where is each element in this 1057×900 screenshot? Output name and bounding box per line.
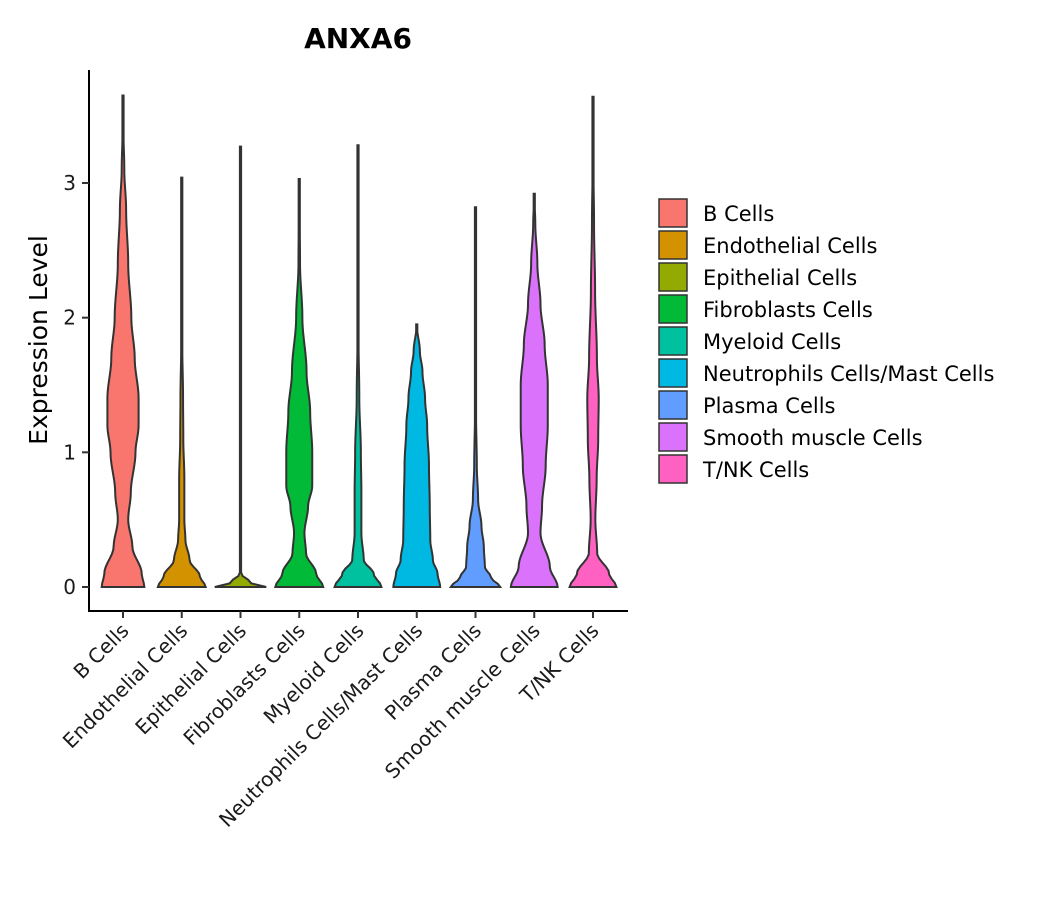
legend-swatch-plasma-cells xyxy=(658,390,688,420)
violin-endothelial-cells xyxy=(156,176,208,588)
legend-swatch-b-cells xyxy=(658,198,688,228)
violin-smooth-muscle-cells xyxy=(509,192,559,588)
legend-swatch-t-nk-cells xyxy=(658,454,688,484)
legend: B Cells Endothelial Cells Epithelial Cells… xyxy=(658,198,994,484)
violin-fibroblasts-cells xyxy=(273,177,325,588)
violin-group xyxy=(100,94,618,588)
legend-label-b-cells: B Cells xyxy=(703,202,774,226)
y-ticks: 0 1 2 3 xyxy=(63,171,89,599)
legend-label-smooth-muscle-cells: Smooth muscle Cells xyxy=(703,426,923,450)
violin-t-nk-cells xyxy=(568,95,618,588)
legend-swatch-neutrophils-cells-mast-cells xyxy=(658,358,688,388)
y-tick-label: 1 xyxy=(63,440,76,464)
y-tick-label: 3 xyxy=(63,171,76,195)
legend-label-fibroblasts-cells: Fibroblasts Cells xyxy=(703,298,873,322)
violin-myeloid-cells xyxy=(333,144,383,588)
legend-label-t-nk-cells: T/NK Cells xyxy=(702,458,809,482)
chart-title: ANXA6 xyxy=(304,22,412,55)
legend-swatch-endothelial-cells xyxy=(658,230,688,260)
violin-epithelial-cells xyxy=(214,145,267,588)
violin-neutrophils-cells-mast-cells xyxy=(392,323,442,588)
legend-label-neutrophils-cells-mast-cells: Neutrophils Cells/Mast Cells xyxy=(703,362,994,386)
y-tick-label: 0 xyxy=(63,575,76,599)
violin-b-cells xyxy=(100,94,146,588)
legend-label-epithelial-cells: Epithelial Cells xyxy=(703,266,857,290)
legend-swatch-myeloid-cells xyxy=(658,326,688,356)
legend-label-endothelial-cells: Endothelial Cells xyxy=(703,234,877,258)
y-tick-label: 2 xyxy=(63,306,76,330)
violin-plasma-cells xyxy=(448,206,503,588)
legend-swatch-fibroblasts-cells xyxy=(658,294,688,324)
legend-swatch-smooth-muscle-cells xyxy=(658,422,688,452)
legend-swatch-epithelial-cells xyxy=(658,262,688,292)
legend-label-myeloid-cells: Myeloid Cells xyxy=(703,330,841,354)
legend-label-plasma-cells: Plasma Cells xyxy=(703,394,836,418)
y-axis-label: Expression Level xyxy=(24,235,53,445)
